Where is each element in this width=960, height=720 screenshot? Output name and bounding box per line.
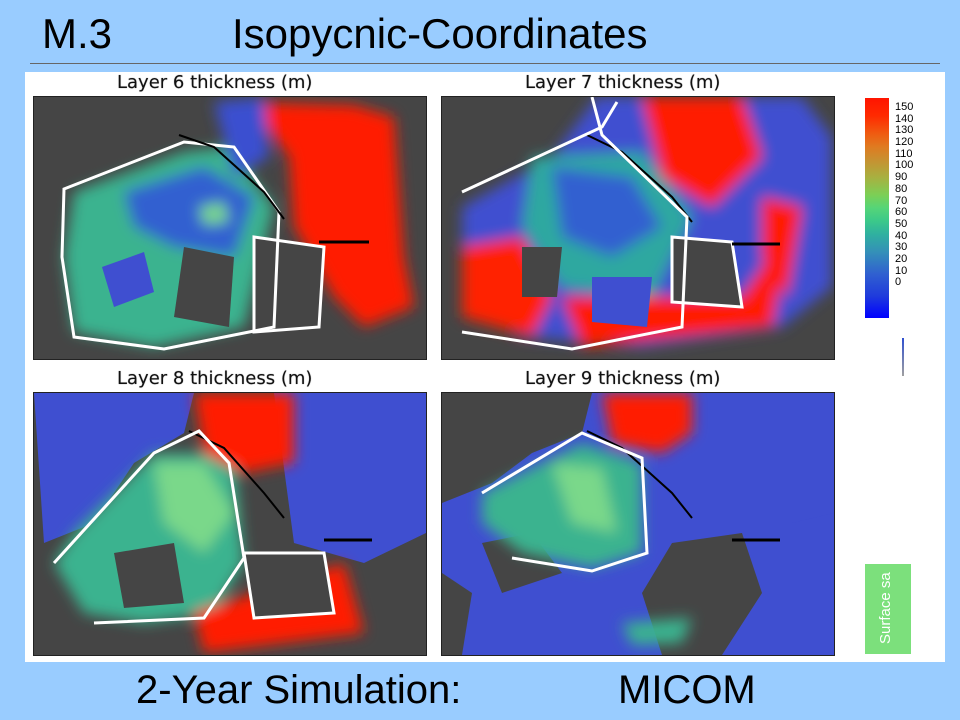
- map-panel-layer-6: [33, 96, 427, 360]
- colorbar-tick-label: 0: [895, 276, 902, 289]
- colorbar-tick-label: 50: [895, 217, 908, 230]
- slide-title: M.3 Isopycnic-Coordinates: [42, 10, 648, 58]
- title-divider: [30, 63, 940, 64]
- footer-model: MICOM: [618, 668, 756, 712]
- footer: 2-Year Simulation: MICOM: [136, 668, 756, 713]
- colorbar-tick-label: 130: [895, 124, 914, 137]
- surface-salinity-box: Surface sa: [865, 564, 911, 654]
- colorbar-tick-label: 90: [895, 171, 908, 184]
- slide-number: M.3: [42, 10, 113, 57]
- footer-label: 2-Year Simulation:: [136, 668, 462, 712]
- panel-label-layer-8: Layer 8 thickness (m): [117, 368, 313, 389]
- colorbar-tick-label: 100: [895, 159, 914, 172]
- colorbar-tick-label: 150: [895, 101, 914, 113]
- surface-label: Surface sa: [877, 572, 894, 644]
- map-panel-layer-7: [441, 96, 835, 360]
- colorbar-tick-label: 70: [895, 194, 908, 207]
- colorbar-tick-label: 120: [895, 136, 914, 149]
- colorbar: [865, 98, 889, 318]
- panel-label-layer-6: Layer 6 thickness (m): [117, 72, 313, 93]
- colorbar-tick-label: 80: [895, 182, 908, 195]
- layer-thickness-figure: Layer 6 thickness (m) Layer 7 thickness …: [25, 72, 945, 662]
- colorbar-tick-label: 10: [895, 264, 908, 277]
- colorbar-tick-label: 20: [895, 252, 908, 265]
- colorbar-tick-label: 40: [895, 229, 908, 242]
- colorbar-indicator: [902, 338, 904, 376]
- colorbar-tick-label: 30: [895, 241, 908, 254]
- panel-label-layer-9: Layer 9 thickness (m): [525, 368, 721, 389]
- slide-title-text: Isopycnic-Coordinates: [232, 10, 648, 57]
- colorbar-tick-label: 110: [895, 147, 913, 160]
- colorbar-tick-label: 140: [895, 112, 914, 125]
- panel-label-layer-7: Layer 7 thickness (m): [525, 72, 721, 93]
- colorbar-ticks: 150 140 130 120 110 100 90 80 70 60 50 40 30 20 10 0: [895, 101, 935, 289]
- colorbar-tick-label: 60: [895, 206, 908, 219]
- map-panel-layer-8: [33, 392, 427, 656]
- map-panel-layer-9: [441, 392, 835, 656]
